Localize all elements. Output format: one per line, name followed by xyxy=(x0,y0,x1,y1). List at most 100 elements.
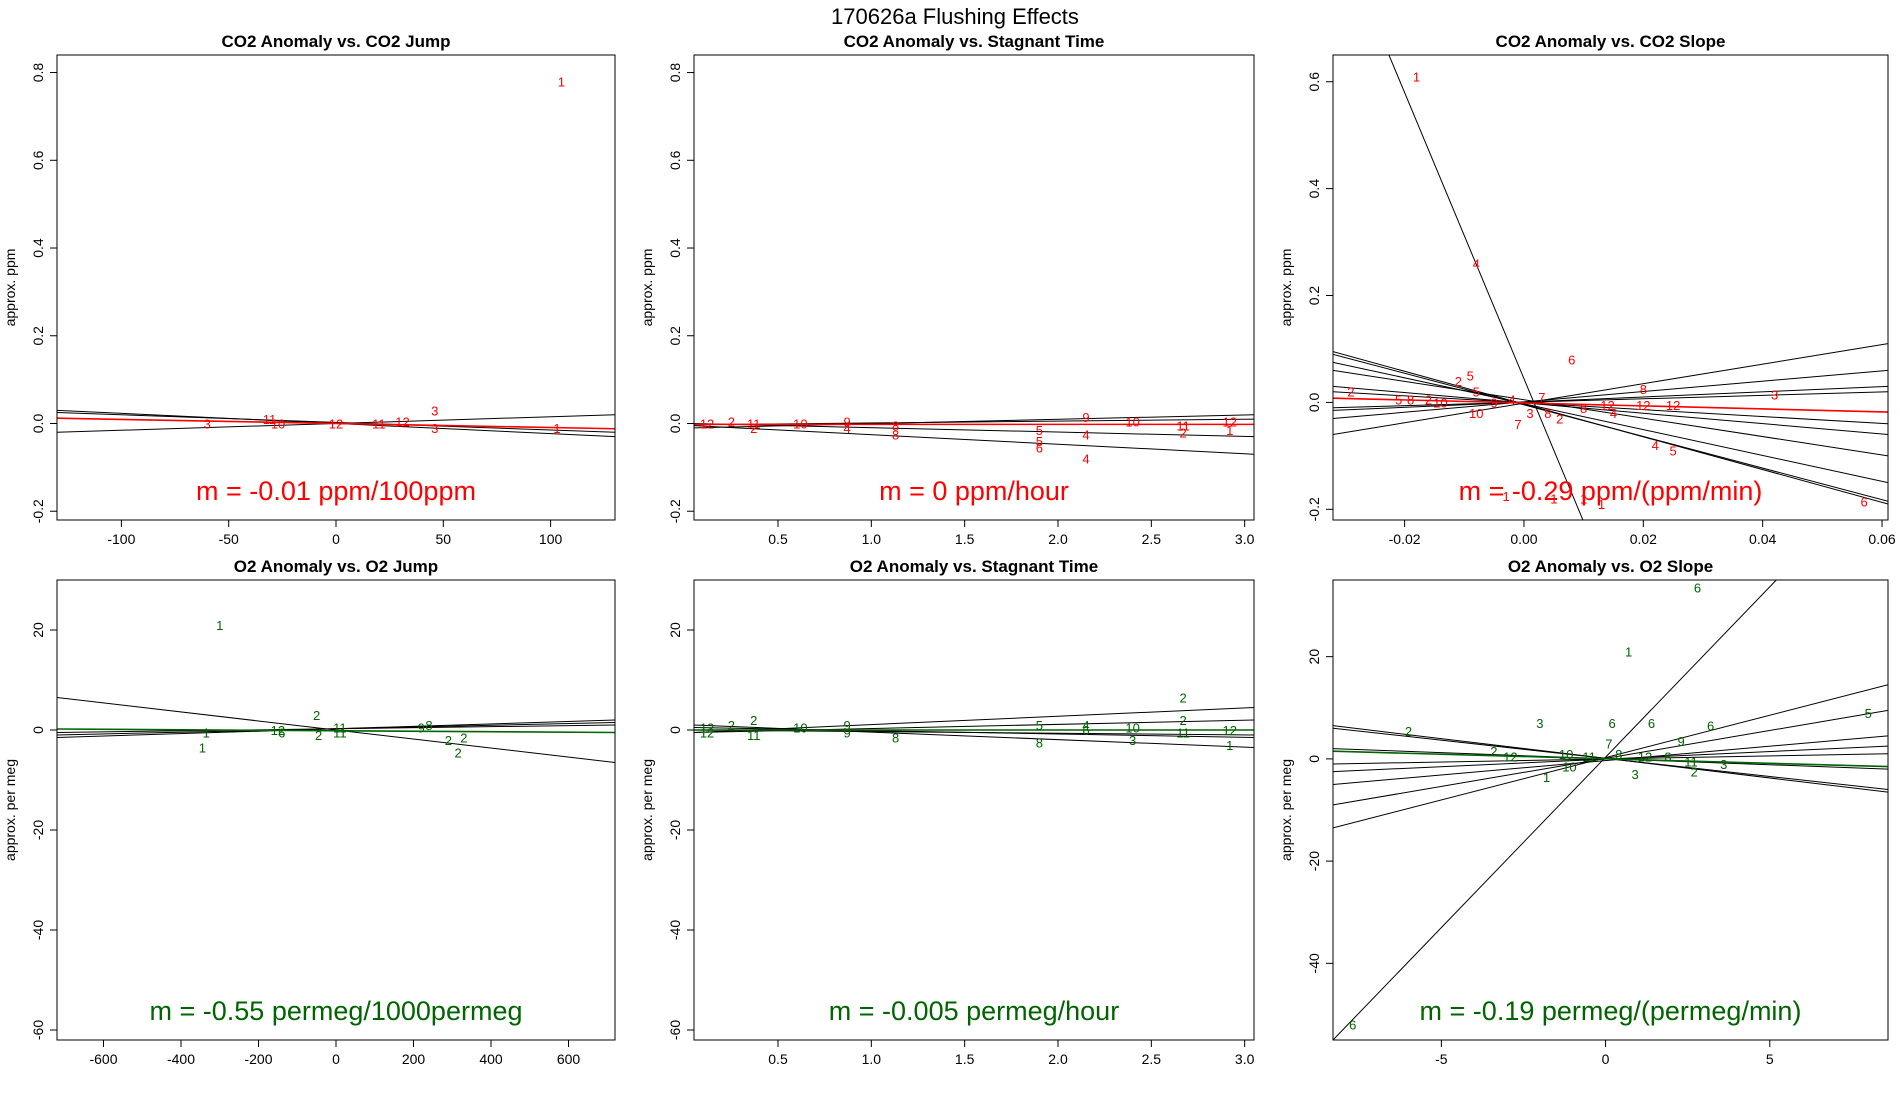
fit-line xyxy=(1388,55,1584,520)
data-point: 1 xyxy=(1598,497,1605,512)
x-tick-label: 200 xyxy=(402,1051,426,1067)
data-point: 12 xyxy=(395,414,409,429)
data-point: 10 xyxy=(1433,395,1447,410)
x-tick-label: -400 xyxy=(167,1051,195,1067)
fit-line xyxy=(694,422,1254,438)
data-point: 2 xyxy=(750,713,757,728)
fit-line xyxy=(694,729,1254,736)
panel-title: O2 Anomaly vs. O2 Slope xyxy=(1508,557,1713,576)
data-point: 1 xyxy=(1580,492,1587,507)
y-tick-label: 0.6 xyxy=(667,150,683,170)
data-point: 12 xyxy=(1600,398,1614,413)
y-tick-label: 0.4 xyxy=(30,238,46,258)
data-point: 1 xyxy=(199,741,206,756)
y-tick-label: -40 xyxy=(667,920,683,940)
y-tick-label: 0.0 xyxy=(30,414,46,434)
data-point: 10 xyxy=(1125,414,1139,429)
data-point: 5 xyxy=(1395,393,1402,408)
x-tick-label: -100 xyxy=(107,531,135,547)
panel-4: O2 Anomaly vs. O2 Jump approx. per meg -60… xyxy=(2,557,616,1067)
data-point: 6 xyxy=(1861,494,1868,509)
data-point: 1 xyxy=(1502,489,1509,504)
x-tick-label: 0.5 xyxy=(768,531,788,547)
data-point: 6 xyxy=(1349,1018,1356,1033)
slope-annotation: m = -0.55 permeg/1000permeg xyxy=(150,996,523,1026)
data-point: 8 xyxy=(892,419,899,434)
plot-frame xyxy=(693,54,1255,521)
data-point: 2 xyxy=(1347,385,1354,400)
fit-line xyxy=(1333,385,1888,435)
data-point: 4 xyxy=(1082,427,1089,442)
y-axis-label: approx. ppm xyxy=(1278,249,1294,327)
data-point: 2 xyxy=(460,731,467,746)
x-tick-label: -200 xyxy=(244,1051,272,1067)
data-point: 12 xyxy=(329,416,343,431)
y-tick-label: -40 xyxy=(30,920,46,940)
y-tick-label: 0 xyxy=(667,726,683,734)
fit-line xyxy=(1333,391,1888,425)
data-point: 12 xyxy=(1503,749,1517,764)
data-point: 8 xyxy=(1615,747,1622,762)
y-tick-label: 0.0 xyxy=(1306,392,1322,412)
data-point: 4 xyxy=(1508,393,1515,408)
data-point: 1 xyxy=(1543,770,1550,785)
data-point: 1 xyxy=(1226,738,1233,753)
y-axis-label: approx. ppm xyxy=(2,249,18,327)
panel-title: CO2 Anomaly vs. Stagnant Time xyxy=(844,32,1105,51)
y-tick-label: 0.6 xyxy=(1306,72,1322,92)
data-point: 1 xyxy=(553,421,560,436)
data-point: 11 xyxy=(333,726,347,741)
panel-1: CO2 Anomaly vs. CO2 Jump approx. ppm -100 -… xyxy=(2,32,616,547)
regression-line xyxy=(1333,397,1888,413)
panel-5: O2 Anomaly vs. Stagnant Time approx. per … xyxy=(639,557,1255,1067)
data-point: 6 xyxy=(278,726,285,741)
data-point: 2 xyxy=(1556,411,1563,426)
y-tick-label: -20 xyxy=(667,820,683,840)
data-point: 2 xyxy=(1455,374,1462,389)
y-tick-label: 0.4 xyxy=(1306,179,1322,199)
fit-line xyxy=(1333,385,1888,411)
data-point: 5 xyxy=(1036,423,1043,438)
y-tick-label: 20 xyxy=(1306,649,1322,665)
y-tick-label: -60 xyxy=(667,1020,683,1040)
data-point: 12 xyxy=(271,723,285,738)
y-axis-label: approx. per meg xyxy=(639,759,655,861)
plot-frame xyxy=(693,579,1255,1041)
data-point: 6 xyxy=(1648,716,1655,731)
fit-line xyxy=(1333,369,1888,419)
regression-line xyxy=(1333,750,1888,768)
panel-title: CO2 Anomaly vs. CO2 Slope xyxy=(1496,32,1726,51)
x-tick-label: 0.04 xyxy=(1749,531,1776,547)
y-tick-label: -0.2 xyxy=(667,499,683,523)
data-point: 4 xyxy=(1082,452,1089,467)
data-point: 2 xyxy=(1179,425,1186,440)
data-point: 3 xyxy=(1536,716,1543,731)
data-point: 11 xyxy=(1176,726,1190,741)
x-tick-label: -600 xyxy=(89,1051,117,1067)
data-point: 10 xyxy=(1562,760,1576,775)
data-point: 4 xyxy=(1473,256,1480,271)
fit-line xyxy=(1333,343,1888,435)
plot-frame xyxy=(1332,579,1889,1041)
panel-6: O2 Anomaly vs. O2 Slope approx. per meg -5… xyxy=(1278,557,1889,1067)
data-point: 8 xyxy=(1036,736,1043,751)
y-tick-label: -40 xyxy=(1306,953,1322,973)
data-point: 4 xyxy=(1082,718,1089,733)
data-point: 2 xyxy=(728,414,735,429)
data-point: 8 xyxy=(425,718,432,733)
data-point: 7 xyxy=(1538,390,1545,405)
data-point: 12 xyxy=(1222,414,1236,429)
data-point: 8 xyxy=(1580,401,1587,416)
y-tick-label: 0.2 xyxy=(667,326,683,346)
data-point: 2 xyxy=(728,718,735,733)
fit-line xyxy=(57,724,615,733)
y-tick-label: 0.2 xyxy=(1306,286,1322,306)
y-axis-label: approx. ppm xyxy=(639,249,655,327)
fit-line xyxy=(1333,684,1888,829)
y-tick-label: 20 xyxy=(667,622,683,638)
